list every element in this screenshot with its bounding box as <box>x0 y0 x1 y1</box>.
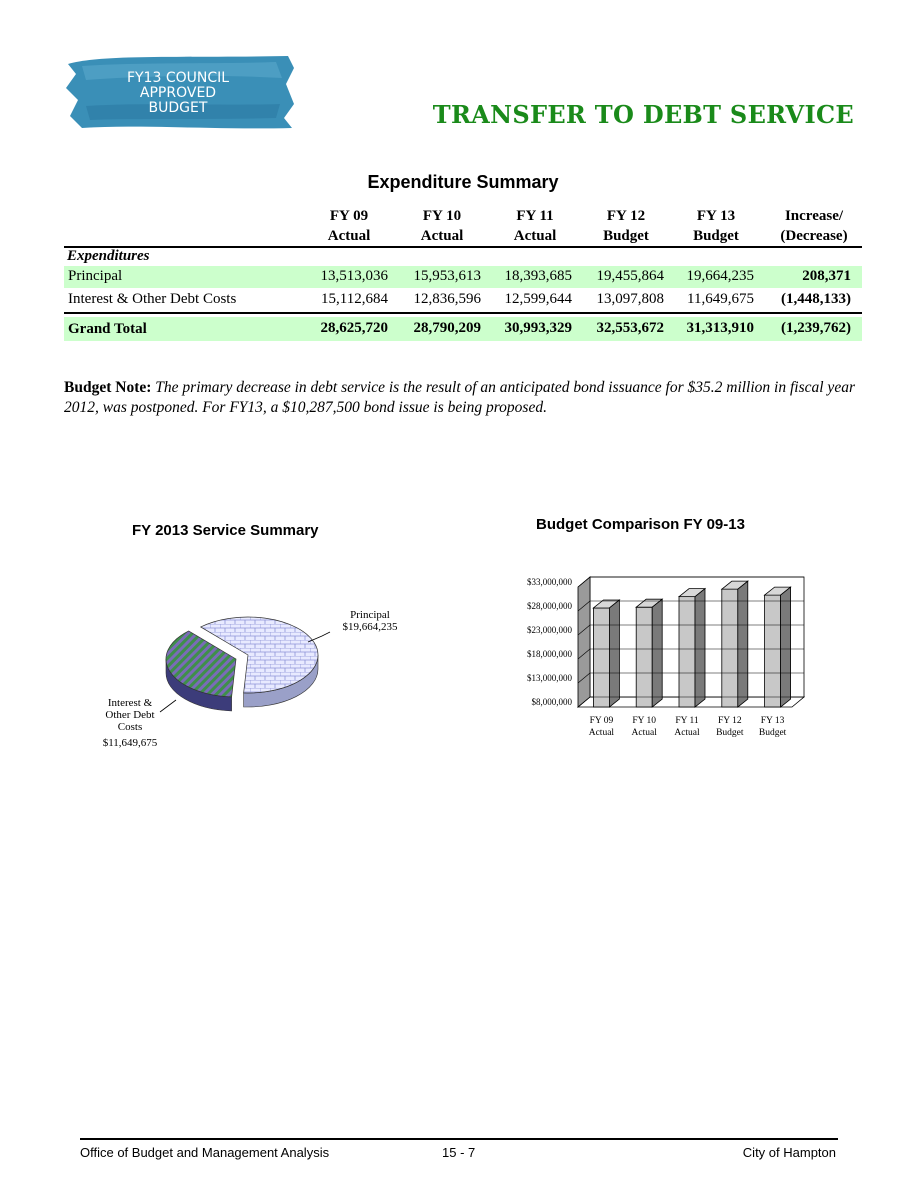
cell: 15,112,684 <box>321 291 388 307</box>
bar-chart: $8,000,000 $13,000,000 $18,000,000 $23,000,… <box>527 576 806 738</box>
table-header: FY 09 Actual FY 10 Actual FY 11 Actual FY 1… <box>64 204 862 248</box>
cell: 13,513,036 <box>320 268 389 284</box>
gridline <box>577 576 591 588</box>
cell: 18,393,685 <box>504 268 573 284</box>
x-tick-label: Actual <box>589 728 615 738</box>
section-label-expenditures: Expenditures <box>67 248 150 264</box>
pie-label-interest: Other Debt <box>105 709 154 721</box>
bar <box>678 596 696 708</box>
budget-note-text: The primary decrease in debt service is … <box>64 379 855 416</box>
cell: (1,448,133) <box>781 291 851 307</box>
header-fy12: FY 12 Budget <box>603 208 649 244</box>
cell: 19,664,235 <box>686 268 755 284</box>
cell: 32,553,672 <box>596 320 665 336</box>
y-tick-label: $28,000,000 <box>527 601 573 611</box>
x-tick-label: FY 11 <box>675 716 699 726</box>
row-label: Grand Total <box>68 321 147 337</box>
cell: 13,097,808 <box>596 291 665 307</box>
budget-note-label: Budget Note: <box>64 379 152 396</box>
cell: 31,313,910 <box>686 320 755 336</box>
cell: 15,953,613 <box>413 268 482 284</box>
cell: 12,599,644 <box>504 291 573 307</box>
badge-line-2: APPROVED <box>139 85 217 101</box>
expenditure-summary-title: Expenditure Summary <box>367 172 559 192</box>
pie-leader-line <box>159 699 177 713</box>
table-row: Interest & Other Debt Costs 15,112,684 1… <box>64 289 862 314</box>
bar-side-wall <box>577 576 591 708</box>
bar <box>764 594 782 708</box>
gridline <box>577 696 591 708</box>
footer-right: City of Hampton <box>742 1145 836 1160</box>
pie-chart-title: FY 2013 Service Summary <box>132 522 319 539</box>
badge-line-3: BUDGET <box>148 100 208 116</box>
header-change: Increase/(Decrease) <box>780 208 848 244</box>
cell: 12,836,596 <box>413 291 482 307</box>
bar-side <box>737 580 749 708</box>
x-tick-label: Actual <box>632 728 658 738</box>
bar-side <box>780 586 792 708</box>
header-fy10: FY 10 Actual <box>420 208 464 244</box>
pie-label-principal: Principal <box>350 609 390 621</box>
bar <box>593 607 610 708</box>
row-label: Interest & Other Debt Costs <box>68 291 237 307</box>
bar-side <box>609 599 620 708</box>
cell: 208,371 <box>802 268 851 284</box>
cell: 19,455,864 <box>596 268 665 284</box>
header-fy09: FY 09 Actual <box>327 208 371 244</box>
cell: 28,625,720 <box>320 320 389 336</box>
budget-badge-text: FY13 COUNCIL APPROVED BUDGET <box>62 71 294 116</box>
x-tick-label: Budget <box>716 728 744 738</box>
bar-side <box>694 587 706 708</box>
pie-chart: Principal$19,664,235 Interest &Other Debt… <box>103 609 399 749</box>
gridline <box>577 648 591 660</box>
y-tick-label: $13,000,000 <box>527 673 573 683</box>
cell: 11,649,675 <box>687 291 754 307</box>
footer-left: Office of Budget and Management Analysis <box>80 1145 330 1160</box>
header-fy13: FY 13 Budget <box>693 208 739 244</box>
bar-side <box>651 598 663 708</box>
x-tick-label: Actual <box>674 728 700 738</box>
gridline <box>577 624 591 636</box>
y-tick-label: $33,000,000 <box>527 577 573 587</box>
y-tick-label: $8,000,000 <box>532 697 573 707</box>
pie-leader-line <box>307 631 331 643</box>
pie-slice <box>165 630 237 698</box>
budget-note: Budget Note: The primary decrease in deb… <box>64 378 864 418</box>
x-tick-label: FY 13 <box>761 716 785 726</box>
pie-value-interest: $11,649,675 <box>103 737 158 749</box>
x-tick-label: FY 09 <box>590 716 614 726</box>
y-tick-label: $23,000,000 <box>527 625 573 635</box>
bar <box>635 606 653 708</box>
x-tick-label: FY 12 <box>718 716 742 726</box>
budget-badge-brushstroke <box>66 56 294 129</box>
cell: (1,239,762) <box>781 320 851 336</box>
header-fy11: FY 11 Actual <box>513 208 557 244</box>
cell: 28,790,209 <box>413 320 482 336</box>
cell: 30,993,329 <box>504 320 573 336</box>
gridline <box>577 672 591 684</box>
x-tick-label: Budget <box>759 728 787 738</box>
gridline <box>577 600 591 612</box>
badge-line-1: FY13 COUNCIL <box>126 70 230 86</box>
y-tick-label: $18,000,000 <box>527 649 573 659</box>
row-label: Principal <box>68 268 123 284</box>
grand-total-row: Grand Total 28,625,720 28,790,209 30,993… <box>64 317 862 341</box>
footer-divider <box>80 1138 838 1140</box>
pie-label-interest: Costs <box>118 721 142 733</box>
footer-page-number: 15 - 7 <box>442 1145 476 1160</box>
pie-value-principal: $19,664,235 <box>343 621 399 633</box>
table-row: Principal 13,513,036 15,953,613 18,393,6… <box>64 266 862 288</box>
pie-label-interest: Interest & <box>108 697 153 709</box>
bar-chart-title: Budget Comparison FY 09-13 <box>536 516 745 533</box>
page-title: TRANSFER TO DEBT SERVICE <box>432 100 854 129</box>
pie-slice <box>200 616 319 694</box>
bar <box>721 588 739 708</box>
x-tick-label: FY 10 <box>632 716 656 726</box>
